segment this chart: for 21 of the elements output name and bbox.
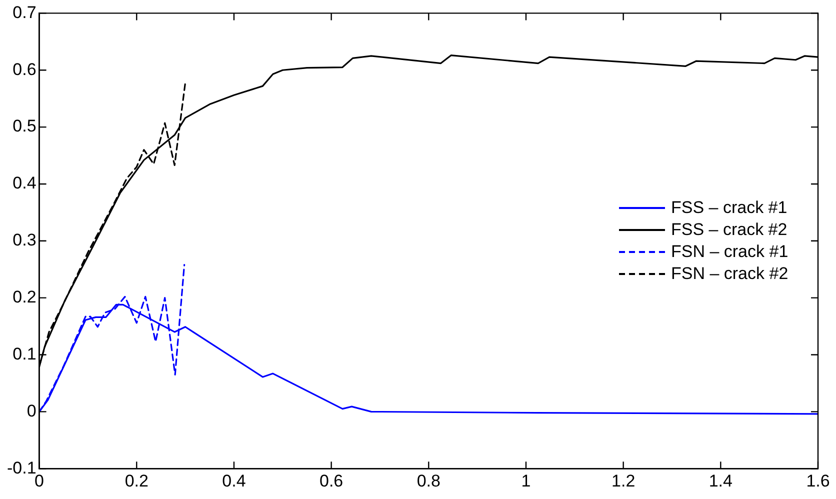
legend-label: FSS – crack #1 <box>671 196 788 219</box>
y-tick-label: 0.1 <box>12 344 36 364</box>
y-tick-label: 0 <box>26 401 36 420</box>
x-tick-label: 1.4 <box>708 471 732 490</box>
x-tick-label: 0.4 <box>222 471 246 490</box>
y-tick-label: 0.2 <box>12 288 36 307</box>
x-tick-label: 1 <box>521 471 531 490</box>
y-tick-label: -0.1 <box>6 458 36 478</box>
y-tick-label: 0.5 <box>12 116 36 136</box>
legend-label: FSN – crack #2 <box>671 262 788 285</box>
x-tick-label: 0.8 <box>416 471 440 490</box>
x-tick-label: 0.2 <box>124 471 148 490</box>
legend-label: FSN – crack #1 <box>671 240 788 263</box>
x-tick-label: 1.2 <box>612 471 636 490</box>
y-tick-label: 0.3 <box>12 230 36 250</box>
x-tick-label: 0.6 <box>319 471 344 490</box>
x-tick-label: 1.6 <box>806 471 830 490</box>
y-tick-label: 0.7 <box>12 2 36 22</box>
y-tick-label: 0.6 <box>12 60 36 79</box>
legend-label: FSS – crack #2 <box>671 218 788 241</box>
y-tick-label: 0.4 <box>12 174 36 193</box>
